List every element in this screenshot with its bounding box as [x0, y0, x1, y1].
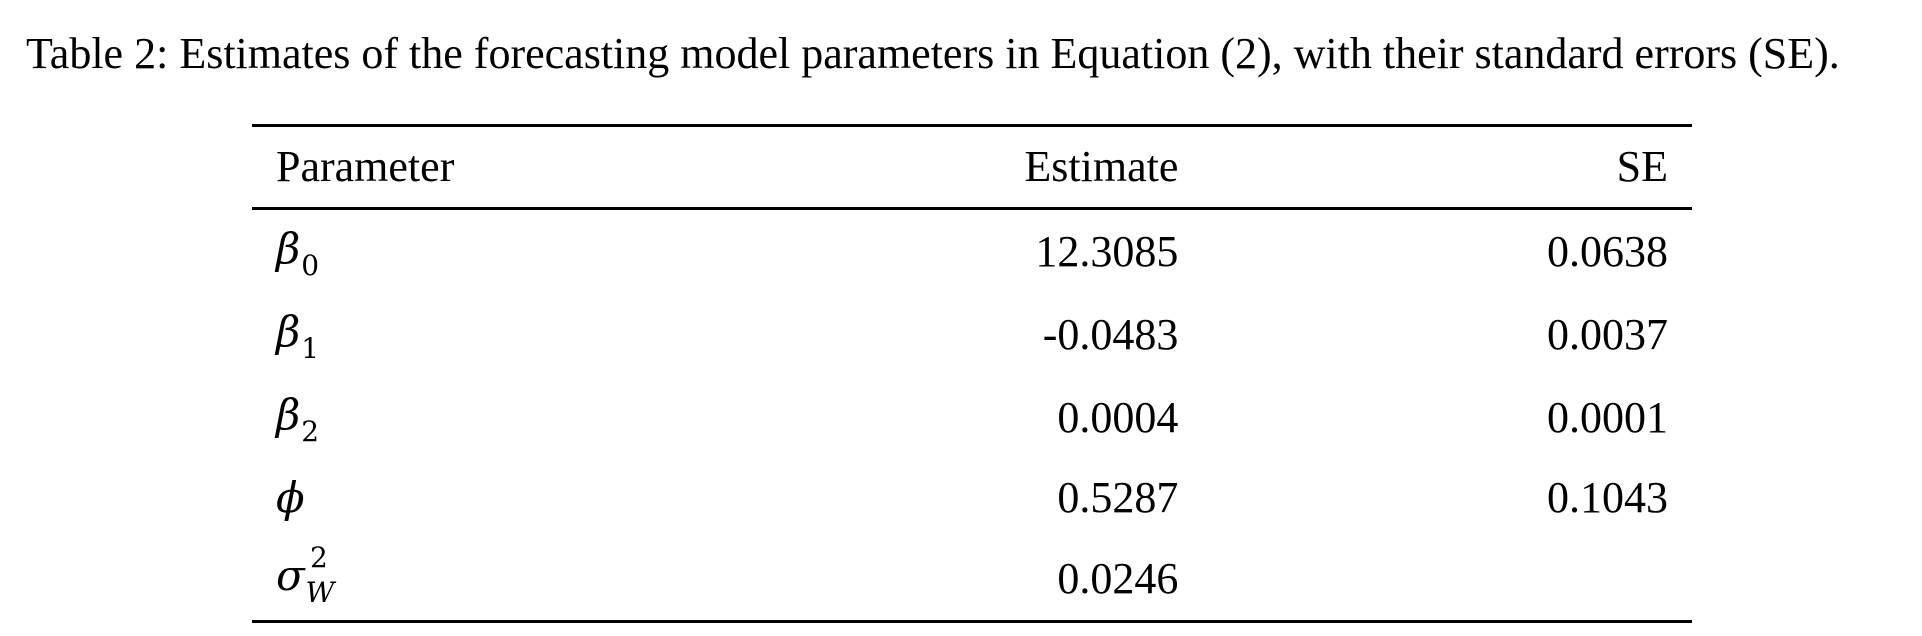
estimate-cell: -0.0483 [1042, 309, 1179, 359]
estimate-cell: 0.5287 [1057, 473, 1179, 522]
header-se: SE [1616, 142, 1668, 191]
table-row-phi: ϕ 0.5287 0.1043 [252, 459, 1692, 537]
table-row-beta0: β0 12.3085 0.0638 [252, 209, 1692, 294]
se-cell [1202, 537, 1692, 622]
estimate-cell: 0.0004 [1057, 392, 1179, 442]
parameter-subscript: 1 [301, 332, 320, 365]
se-cell: 0.0001 [1547, 392, 1668, 442]
parameter-cell: β0 [252, 209, 727, 294]
table-caption: Table 2: Estimates of the forecasting mo… [26, 29, 1840, 78]
parameter-table-grid: Parameter Estimate SE β0 12.3085 0.0638 … [252, 124, 1692, 623]
parameter-cell: β2 [252, 376, 727, 459]
parameter-symbol: β2 [276, 390, 320, 448]
parameter-symbol: ϕ [276, 473, 305, 522]
se-cell: 0.1043 [1547, 473, 1668, 522]
header-estimate: Estimate [1024, 142, 1179, 191]
parameter-subscript: W [305, 576, 335, 609]
parameter-cell: ϕ [252, 459, 727, 537]
se-cell: 0.0037 [1547, 309, 1668, 359]
table-header-row: Parameter Estimate SE [252, 125, 1692, 209]
estimate-cell: 0.0246 [1057, 553, 1179, 603]
parameter-subscript: 0 [301, 249, 320, 282]
parameter-subscript: 2 [301, 415, 320, 448]
table-row-beta1: β1 -0.0483 0.0037 [252, 293, 1692, 376]
header-parameter: Parameter [276, 142, 455, 191]
parameter-table: Parameter Estimate SE β0 12.3085 0.0638 … [252, 124, 1692, 623]
parameter-symbol: β1 [276, 307, 320, 365]
estimate-cell: 12.3085 [1035, 226, 1179, 276]
parameter-cell: β1 [252, 293, 727, 376]
se-cell: 0.0638 [1547, 226, 1668, 276]
parameter-superscript: 2 [310, 541, 328, 574]
parameter-symbol: β0 [276, 224, 320, 282]
table-row-beta2: β2 0.0004 0.0001 [252, 376, 1692, 459]
